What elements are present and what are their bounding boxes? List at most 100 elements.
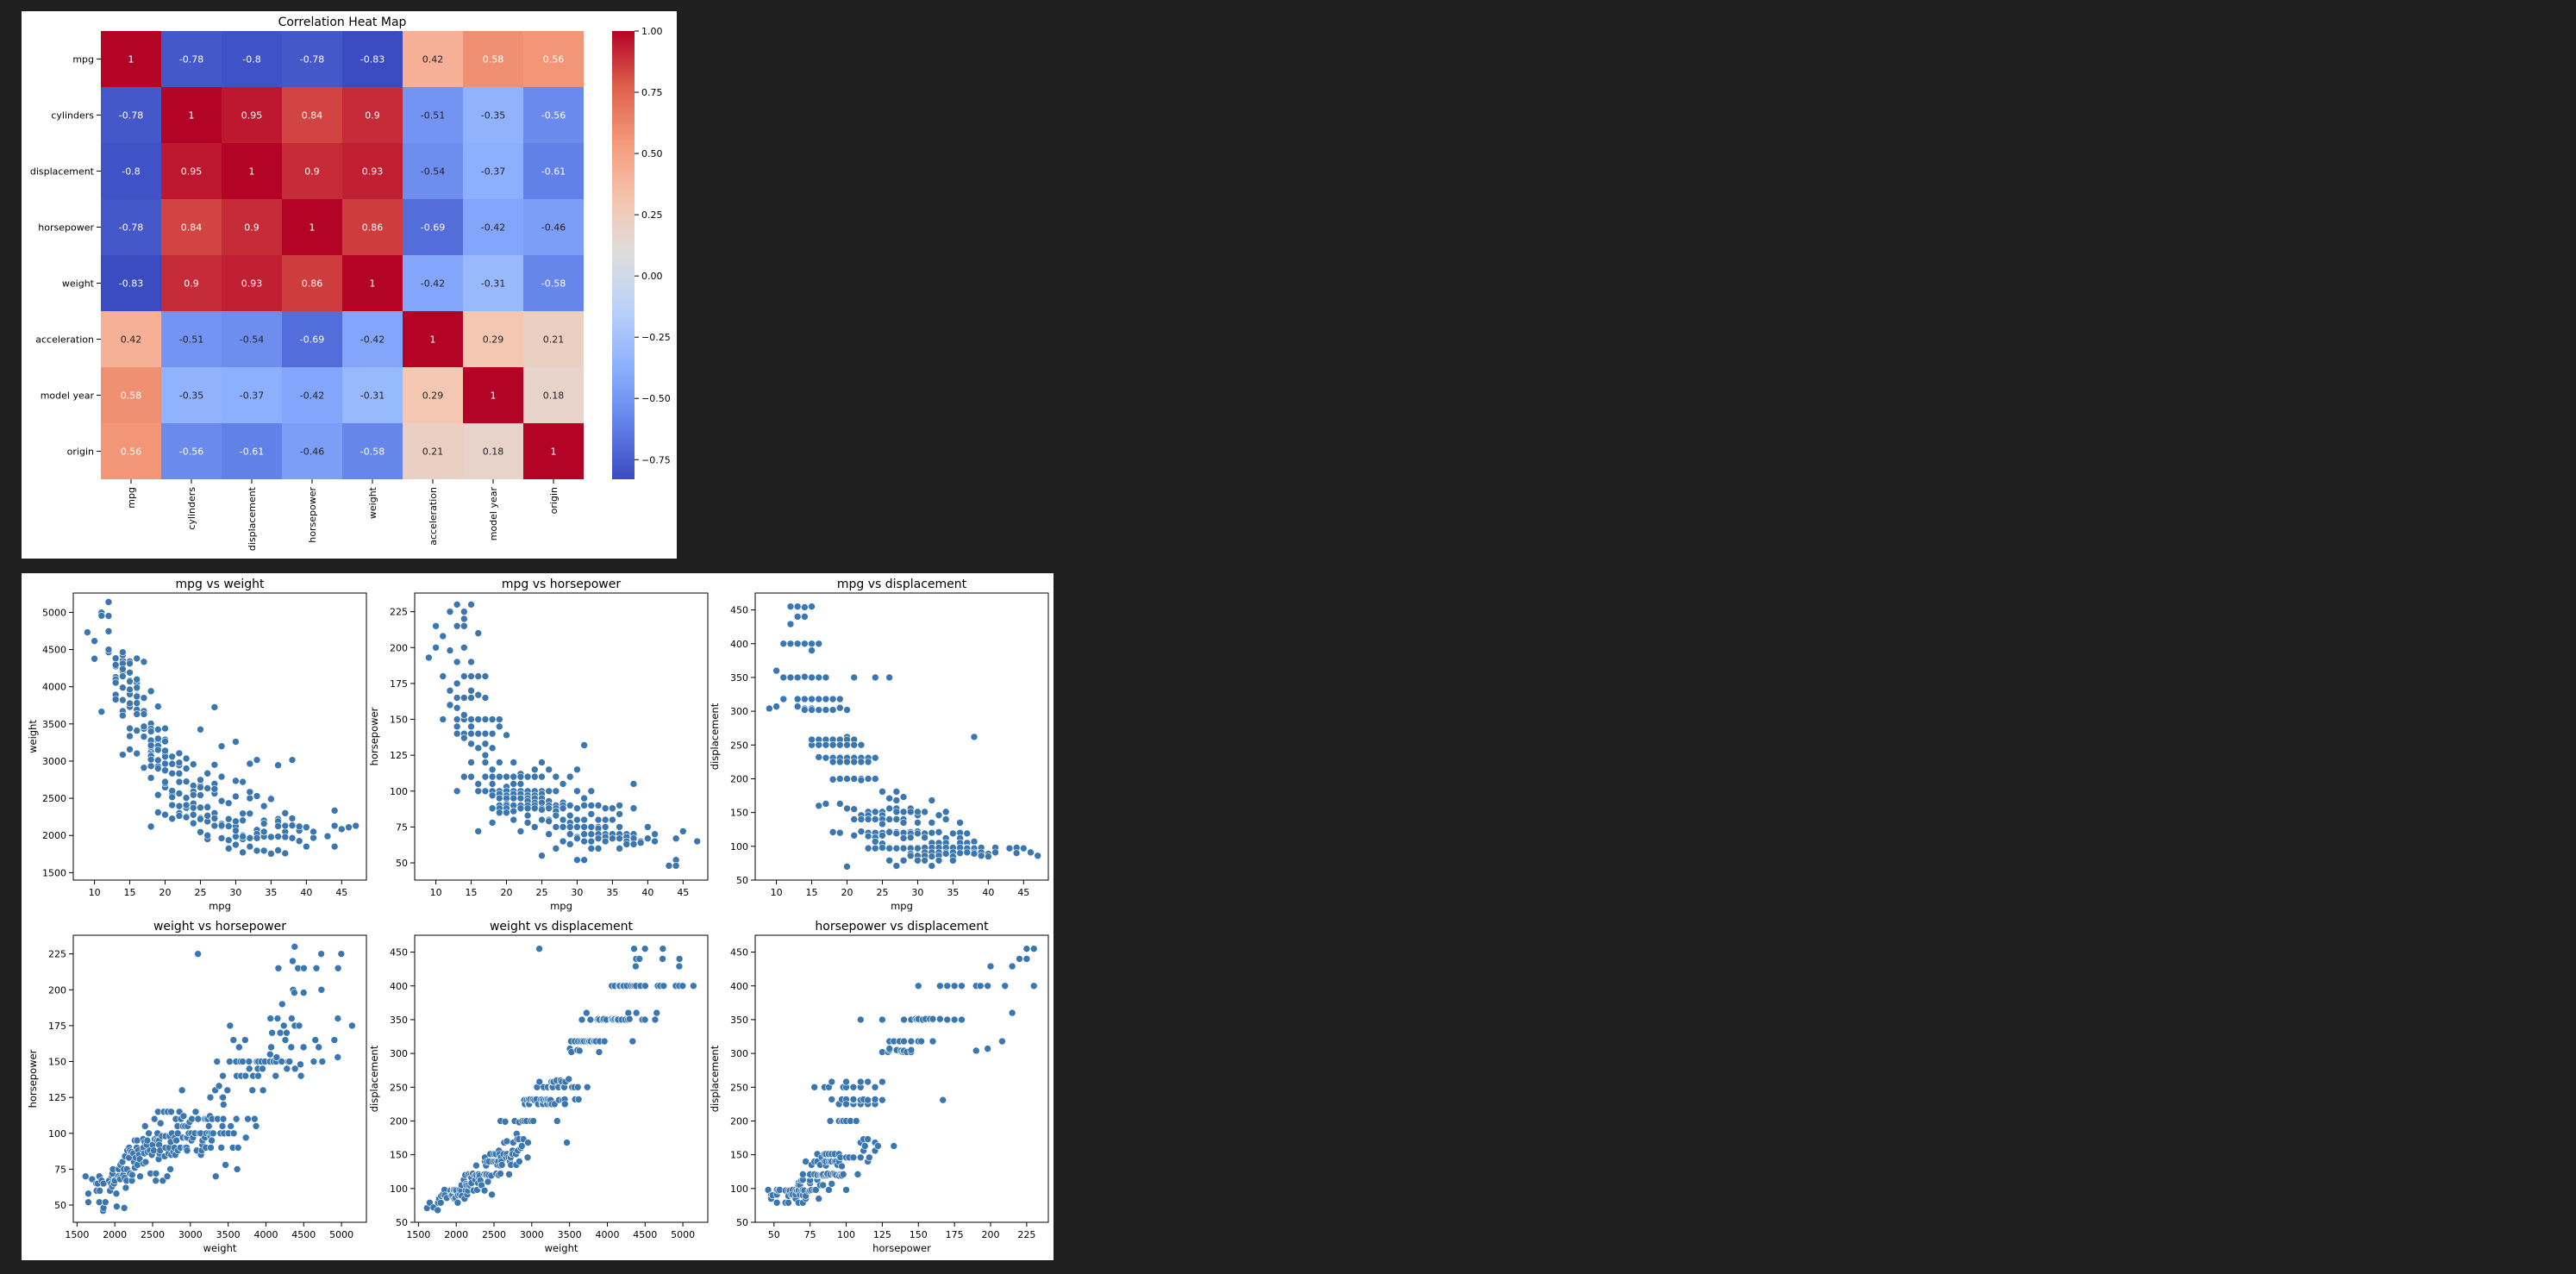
data-point (530, 765, 539, 774)
data-point (928, 1037, 937, 1046)
data-point (453, 715, 461, 723)
scatter-grid-svg: mpg vs weight 10 15 20 25 30 35 40 45 1500 2000 250… (27, 578, 1049, 1254)
plot-title: mpg vs horsepower (502, 578, 622, 591)
heatmap-cell (222, 143, 282, 199)
heatmap-cell (101, 423, 161, 479)
data-point (219, 1115, 228, 1123)
data-point (857, 758, 866, 766)
x-tick-label: 25 (876, 887, 888, 898)
data-point (899, 819, 908, 827)
heatmap-cell-label: -0.69 (300, 334, 324, 346)
data-point (503, 809, 510, 817)
data-point (885, 804, 893, 813)
data-point (566, 772, 574, 781)
colorbar-tick-label: 0.75 (641, 87, 663, 98)
data-point (209, 1129, 217, 1138)
data-point (239, 816, 247, 825)
data-point (828, 706, 837, 714)
data-point (111, 696, 120, 703)
data-point (497, 1170, 504, 1177)
data-point (914, 819, 922, 827)
data-point (197, 784, 204, 791)
heatmap-cell (463, 423, 523, 479)
data-point (323, 832, 332, 840)
data-point (303, 823, 310, 832)
scatter-plot: mpg vs displacement 10 15 20 25 30 35 40 45 50 100… (709, 578, 1049, 912)
heatmap-row-label: mpg (72, 54, 94, 66)
heatmap-cell-label: 0.86 (302, 278, 323, 290)
data-point (119, 711, 127, 720)
data-point (890, 1142, 898, 1150)
data-point (1016, 955, 1023, 963)
y-tick-label: 225 (390, 607, 408, 618)
data-point (985, 852, 992, 860)
heatmap-cell (523, 423, 584, 479)
data-point (175, 812, 184, 820)
data-point (566, 830, 574, 839)
heatmap-cell (161, 199, 222, 255)
data-point (826, 1117, 835, 1125)
data-point (232, 738, 240, 746)
data-point (295, 822, 303, 831)
data-point (632, 962, 640, 971)
data-point (871, 753, 879, 762)
data-point (836, 828, 844, 837)
data-point (156, 1119, 165, 1127)
data-point (849, 1153, 858, 1162)
data-point (460, 772, 468, 781)
data-point (303, 842, 310, 851)
heatmap-cell (403, 31, 463, 87)
data-point (573, 1083, 582, 1091)
data-point (154, 765, 162, 772)
data-point (154, 790, 162, 799)
data-point (460, 608, 468, 615)
data-point (501, 1117, 510, 1126)
data-point (279, 1021, 288, 1030)
data-point (899, 793, 908, 801)
data-point (906, 852, 915, 860)
heatmap-cell-label: -0.78 (179, 54, 203, 66)
heatmap-cell (403, 255, 463, 311)
data-point (432, 643, 440, 652)
data-point (460, 711, 468, 719)
data-point (928, 828, 936, 837)
data-point (488, 780, 497, 788)
data-point (154, 746, 162, 754)
data-point (885, 673, 893, 682)
scatter-plot: weight vs horsepower 1500 2000 2500 3000 3500… (27, 920, 367, 1254)
data-point (573, 856, 581, 864)
data-point (178, 1086, 186, 1095)
data-point (523, 819, 532, 827)
data-point (850, 740, 858, 749)
data-point (453, 703, 461, 712)
data-point (104, 612, 113, 620)
data-point (516, 780, 525, 788)
data-point (849, 1096, 858, 1103)
data-point (128, 1171, 136, 1179)
data-point (232, 777, 240, 785)
data-point (189, 790, 197, 799)
data-point (126, 685, 134, 694)
data-point (312, 964, 321, 972)
data-point (822, 695, 830, 703)
data-point (496, 722, 503, 731)
data-point (850, 758, 858, 766)
x-tick-label: 125 (873, 1229, 891, 1240)
data-point (899, 834, 908, 842)
data-point (524, 1139, 532, 1146)
data-point (133, 710, 141, 718)
data-point (133, 727, 141, 734)
x-tick-label: 2500 (482, 1229, 506, 1240)
plot-frame (72, 592, 367, 881)
data-point (628, 1037, 637, 1046)
data-point (559, 780, 567, 788)
data-point (481, 787, 490, 796)
data-point (217, 1144, 226, 1152)
plot-frame (72, 934, 367, 1223)
data-point (97, 612, 106, 620)
data-point (675, 955, 684, 963)
data-point (285, 1058, 294, 1065)
data-point (892, 796, 901, 804)
heatmap-cell (161, 255, 222, 311)
data-point (425, 653, 433, 662)
